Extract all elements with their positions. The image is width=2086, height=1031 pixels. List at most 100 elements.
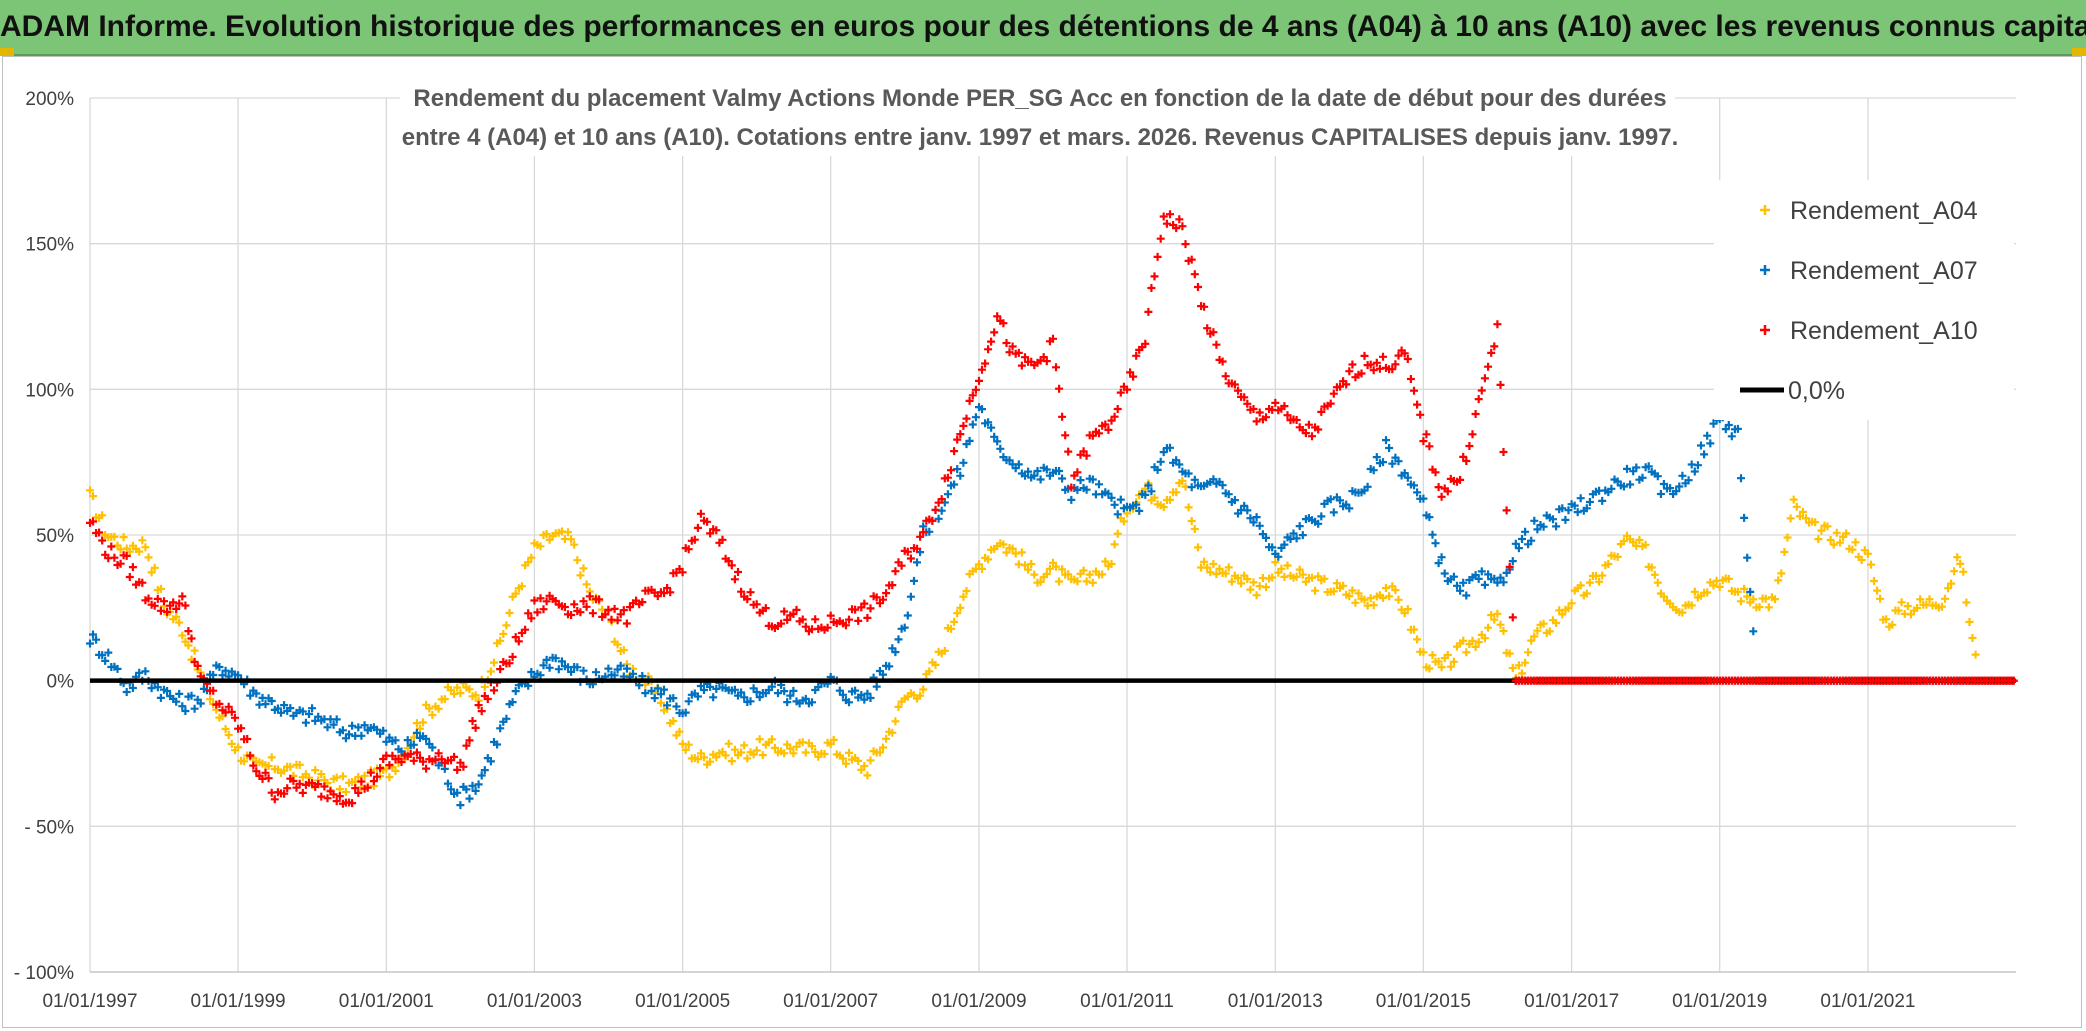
- data-point: [712, 753, 721, 762]
- data-point: [1774, 576, 1783, 585]
- data-point: [1360, 595, 1369, 604]
- data-point: [351, 784, 360, 793]
- data-point: [1514, 544, 1523, 553]
- data-point: [462, 741, 471, 750]
- data-point: [1558, 504, 1567, 513]
- data-point: [882, 734, 891, 743]
- data-point: [125, 547, 134, 556]
- data-point: [582, 602, 591, 611]
- data-point: [1419, 648, 1428, 657]
- data-point: [298, 788, 307, 797]
- data-point: [1187, 517, 1196, 525]
- data-point: [845, 748, 853, 757]
- data-point: [218, 671, 227, 680]
- data-point: [1480, 374, 1489, 383]
- data-point: [1897, 598, 1906, 607]
- data-point: [999, 540, 1008, 549]
- data-point: [1456, 475, 1465, 484]
- data-point: [1653, 578, 1662, 587]
- data-point: [1234, 386, 1242, 395]
- data-point: [1505, 649, 1514, 658]
- data-point: [1283, 411, 1292, 420]
- data-point: [684, 697, 693, 706]
- data-point: [712, 684, 721, 693]
- data-point: [891, 717, 900, 726]
- data-point: [595, 595, 604, 604]
- data-point: [1329, 508, 1338, 517]
- data-point: [524, 681, 533, 690]
- data-point: [1224, 490, 1233, 499]
- data-point: [613, 616, 622, 625]
- data-point: [854, 616, 863, 625]
- data-point: [746, 588, 755, 597]
- data-point: [363, 783, 372, 792]
- data-point: [1372, 358, 1381, 367]
- data-point: [1582, 504, 1591, 513]
- data-point: [1280, 572, 1289, 581]
- data-point: [2009, 676, 2018, 685]
- data-point: [1459, 578, 1468, 587]
- data-point: [554, 665, 563, 674]
- data-point: [570, 600, 579, 609]
- data-point: [1545, 627, 1554, 636]
- data-point: [153, 683, 162, 692]
- data-point: [234, 671, 243, 680]
- data-point: [1400, 349, 1409, 358]
- data-point: [1268, 543, 1277, 552]
- data-point: [925, 667, 934, 676]
- data-point: [1518, 535, 1526, 543]
- data-point: [1626, 480, 1635, 489]
- data-point: [1690, 587, 1699, 596]
- data-point: [305, 710, 313, 718]
- data-point: [619, 606, 628, 615]
- data-point: [971, 385, 980, 394]
- data-point: [1021, 471, 1029, 480]
- data-point: [894, 635, 903, 644]
- data-point: [1811, 518, 1820, 527]
- data-point: [1690, 467, 1699, 476]
- data-point: [1471, 642, 1480, 651]
- data-point: [1410, 625, 1418, 634]
- data-point: [1277, 564, 1286, 573]
- data-point: [1490, 342, 1499, 351]
- data-point: [323, 723, 332, 732]
- data-point: [434, 749, 443, 758]
- data-point: [1938, 602, 1946, 611]
- data-point: [1295, 565, 1304, 574]
- data-point: [428, 743, 437, 752]
- data-point: [234, 743, 243, 752]
- data-point: [184, 641, 193, 650]
- data-point: [1079, 566, 1088, 575]
- x-tick-label: 01/01/2019: [1672, 991, 1767, 1012]
- data-point: [1017, 361, 1026, 370]
- data-point: [1422, 430, 1431, 439]
- data-point: [1221, 569, 1230, 578]
- data-point: [1212, 340, 1221, 349]
- data-point: [533, 608, 542, 617]
- data-point: [1403, 355, 1412, 363]
- data-point: [1194, 283, 1202, 291]
- data-point: [1052, 363, 1060, 372]
- data-point: [1493, 609, 1502, 618]
- data-point: [875, 748, 884, 757]
- data-point: [1385, 592, 1394, 601]
- data-point: [1190, 270, 1199, 279]
- data-point: [138, 536, 147, 545]
- data-point: [990, 432, 999, 441]
- data-point: [1857, 556, 1866, 564]
- data-point: [721, 751, 730, 760]
- data-point: [175, 689, 184, 698]
- data-point: [879, 670, 887, 679]
- data-point: [289, 776, 298, 785]
- data-point: [1262, 583, 1270, 592]
- data-point: [1187, 255, 1196, 264]
- data-point: [1604, 560, 1613, 568]
- data-point: [181, 601, 190, 610]
- data-point: [1150, 493, 1159, 502]
- data-point: [845, 615, 853, 624]
- data-point: [1144, 307, 1153, 316]
- data-point: [1255, 408, 1264, 417]
- data-point: [798, 615, 807, 624]
- data-point: [1113, 529, 1122, 538]
- data-point: [172, 697, 181, 706]
